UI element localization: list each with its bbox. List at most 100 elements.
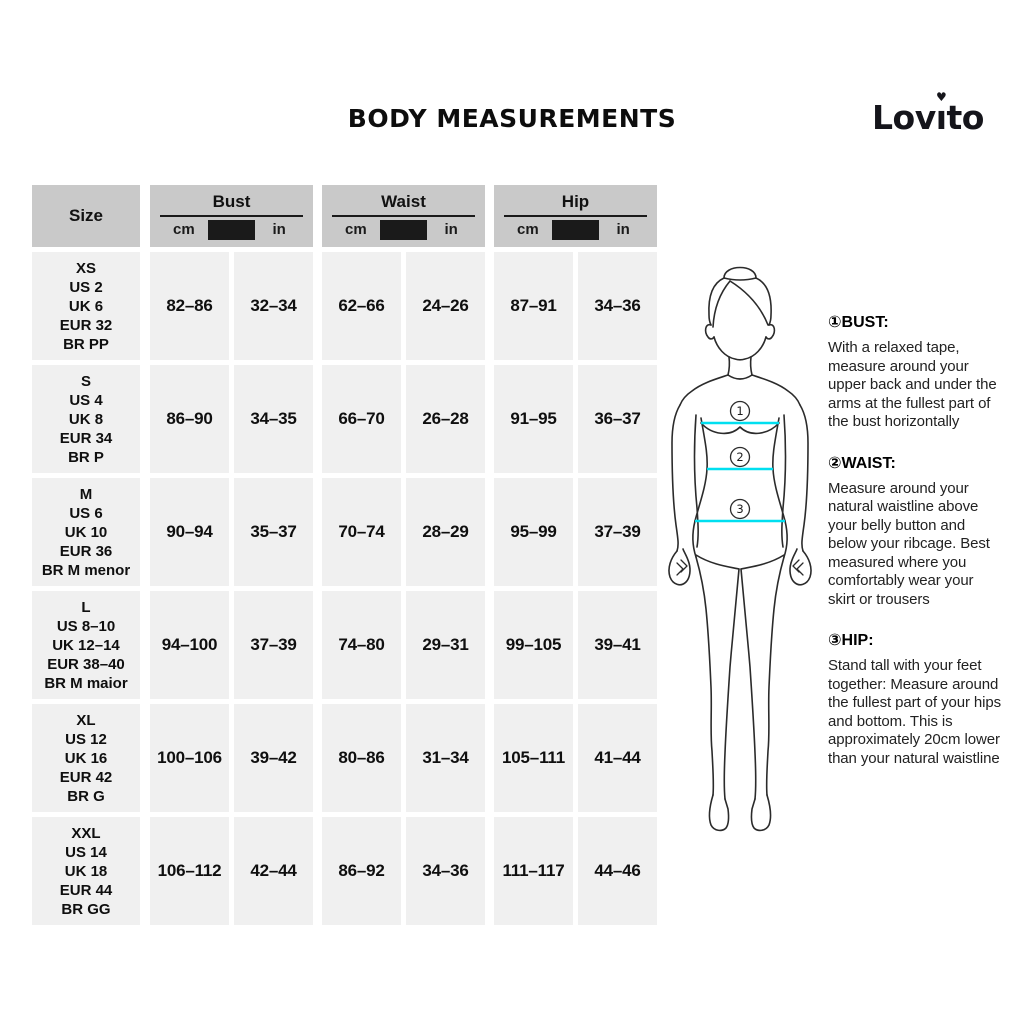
value-cell: 86–90 — [150, 365, 229, 473]
neck-right — [749, 356, 753, 376]
hip-label: Hip — [504, 192, 647, 217]
hip-units: cm in — [504, 217, 647, 243]
value-cell: 36–37 — [578, 365, 657, 473]
bust-column-header: Bust cm in — [150, 185, 313, 247]
value-cell: 34–36 — [406, 817, 485, 925]
hip-cm-label: cm — [516, 221, 539, 238]
logo-letter-i: ♥ ı — [935, 91, 947, 137]
value-cell: 26–28 — [406, 365, 485, 473]
waist-column-header: Waist cm in — [322, 185, 485, 247]
waist-in-label: in — [444, 221, 458, 238]
size-cell-xxl: XXL US 14 UK 18 EUR 44 BR GG — [32, 817, 140, 925]
waist-marker-circle — [729, 446, 751, 468]
bust-units: cm in — [160, 217, 303, 243]
value-cell: 34–36 — [578, 252, 657, 360]
size-table: Size Bust cm in Waist cm in Hip cm in XS… — [32, 185, 657, 925]
unit-divider — [379, 219, 428, 240]
hip-instruction-heading: ③HIP: — [828, 632, 874, 649]
hip-in-label: in — [616, 221, 630, 238]
value-cell: 82–86 — [150, 252, 229, 360]
value-cell: 80–86 — [322, 704, 401, 812]
value-cell: 66–70 — [322, 365, 401, 473]
bikini-line — [695, 554, 785, 570]
size-cell-m: M US 6 UK 10 EUR 36 BR M menor — [32, 478, 140, 586]
waist-label: Waist — [332, 192, 475, 217]
hand-right — [789, 548, 812, 586]
value-cell: 34–35 — [234, 365, 313, 473]
value-cell: 94–100 — [150, 591, 229, 699]
brand-logo: Lov ♥ ıto — [872, 91, 984, 137]
value-cell: 41–44 — [578, 704, 657, 812]
bust-cm-label: cm — [172, 221, 195, 238]
value-cell: 37–39 — [578, 478, 657, 586]
size-column-header: Size — [32, 185, 140, 247]
value-cell: 91–95 — [494, 365, 573, 473]
value-cell: 35–37 — [234, 478, 313, 586]
hand-right-fingers — [792, 559, 804, 576]
bust-instruction-body: With a relaxed tape, measure around your… — [828, 339, 997, 430]
arm-outer-right — [799, 404, 809, 552]
leg-outer-right — [765, 556, 785, 796]
value-cell: 29–31 — [406, 591, 485, 699]
value-cell: 74–80 — [322, 591, 401, 699]
waist-instruction-body: Measure around your natural waistline ab… — [828, 479, 990, 608]
unit-divider — [551, 219, 600, 240]
hair-swoop — [729, 280, 769, 326]
size-cell-l: L US 8–10 UK 12–14 EUR 38–40 BR M maior — [32, 591, 140, 699]
value-cell: 39–42 — [234, 704, 313, 812]
size-cell-s: S US 4 UK 8 EUR 34 BR P — [32, 365, 140, 473]
hip-instruction: ③HIP: Stand tall with your feet together… — [828, 630, 1004, 768]
heart-icon: ♥ — [935, 90, 947, 104]
hair-bun-base — [723, 277, 757, 281]
neck-left — [727, 356, 731, 376]
bust-marker-number: 1 — [736, 404, 743, 418]
foot-right — [750, 794, 772, 832]
ear-right — [765, 323, 776, 340]
value-cell: 111–117 — [494, 817, 573, 925]
value-cell: 86–92 — [322, 817, 401, 925]
value-cell: 100–106 — [150, 704, 229, 812]
jaw — [713, 336, 767, 361]
value-cell: 44–46 — [578, 817, 657, 925]
hair-right — [755, 277, 772, 326]
hand-left — [668, 548, 691, 586]
hip-right — [783, 520, 788, 558]
hip-marker-circle — [729, 498, 751, 520]
unit-divider — [207, 219, 256, 240]
value-cell: 24–26 — [406, 252, 485, 360]
hip-left — [692, 520, 697, 558]
ear-left — [704, 323, 715, 340]
hair-bun — [723, 266, 757, 279]
value-cell: 32–34 — [234, 252, 313, 360]
value-cell: 37–39 — [234, 591, 313, 699]
figure-markers: 1 2 3 — [729, 400, 751, 520]
size-cell-xs: XS US 2 UK 6 EUR 32 BR PP — [32, 252, 140, 360]
foot-left — [708, 794, 730, 832]
body-figure-svg: 1 2 3 — [668, 266, 812, 832]
bust-curves — [700, 422, 780, 435]
waist-instruction: ②WAIST: Measure around your natural wais… — [828, 453, 1004, 610]
value-cell: 105–111 — [494, 704, 573, 812]
hip-marker-number: 3 — [736, 502, 743, 516]
shoulder-left — [679, 374, 729, 406]
hand-left-fingers — [676, 559, 688, 576]
value-cell: 28–29 — [406, 478, 485, 586]
value-cell: 87–91 — [494, 252, 573, 360]
body-outline — [668, 266, 812, 832]
value-cell: 95–99 — [494, 478, 573, 586]
leg-inner-left — [723, 568, 740, 800]
leg-inner-right — [740, 568, 757, 800]
bust-instruction: ①BUST: With a relaxed tape, measure arou… — [828, 312, 1004, 432]
value-cell: 62–66 — [322, 252, 401, 360]
shoulder-right — [751, 374, 801, 406]
value-cell: 31–34 — [406, 704, 485, 812]
waist-units: cm in — [332, 217, 475, 243]
value-cell: 42–44 — [234, 817, 313, 925]
logo-i-stem: ı — [935, 98, 947, 137]
value-cell: 99–105 — [494, 591, 573, 699]
logo-text-prefix: Lov — [872, 98, 936, 137]
hairline-left — [712, 280, 731, 328]
body-figure-illustration: 1 2 3 — [650, 253, 826, 853]
hair-left — [708, 277, 725, 326]
measurement-instructions: ①BUST: With a relaxed tape, measure arou… — [828, 312, 1004, 789]
